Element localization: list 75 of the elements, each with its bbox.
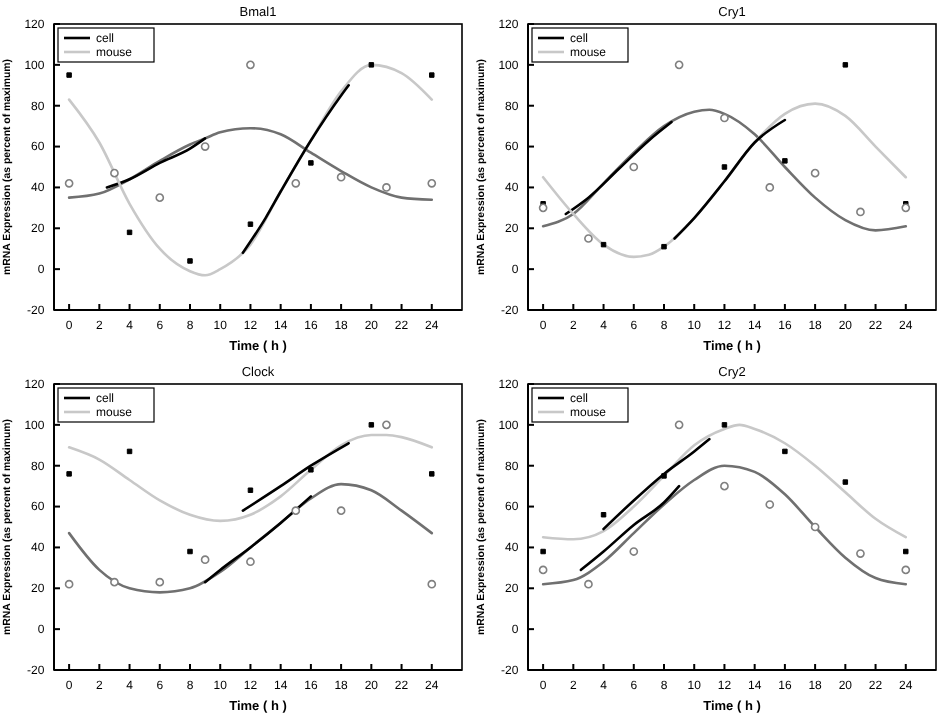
point <box>247 221 254 227</box>
point <box>308 467 314 473</box>
point <box>155 193 165 202</box>
line-series <box>541 464 908 586</box>
line-series <box>203 495 313 584</box>
line-series <box>541 423 908 541</box>
point <box>674 420 684 430</box>
point <box>336 172 346 182</box>
point <box>856 549 865 558</box>
point <box>382 183 391 192</box>
point <box>187 258 193 264</box>
point <box>629 162 639 172</box>
point <box>427 579 437 589</box>
point <box>720 481 729 491</box>
line-series <box>673 118 787 240</box>
line-series <box>241 441 350 512</box>
point <box>721 422 728 428</box>
point <box>540 548 546 555</box>
point <box>246 60 255 70</box>
point <box>368 422 375 428</box>
point <box>429 72 435 78</box>
point <box>368 62 375 68</box>
point <box>901 203 911 213</box>
point <box>64 579 74 589</box>
point <box>382 420 391 430</box>
point <box>336 506 346 516</box>
point <box>765 183 775 192</box>
point <box>842 479 849 485</box>
point <box>247 487 254 493</box>
line-series <box>541 108 908 232</box>
point <box>629 547 639 556</box>
point <box>538 565 548 575</box>
point <box>291 178 301 188</box>
point <box>721 164 728 170</box>
point <box>308 160 314 166</box>
point <box>126 229 133 236</box>
point <box>110 168 119 178</box>
point <box>903 548 909 555</box>
point <box>810 522 820 532</box>
line-series <box>67 63 434 277</box>
point <box>187 548 193 555</box>
line-series <box>564 120 673 216</box>
point <box>810 168 820 178</box>
point <box>842 62 849 68</box>
point <box>66 471 72 477</box>
point <box>600 241 607 248</box>
line-series <box>67 126 434 201</box>
point <box>720 113 729 123</box>
point <box>155 577 165 587</box>
line-series <box>241 83 350 255</box>
point <box>64 178 74 188</box>
point <box>674 60 684 70</box>
point <box>427 178 437 188</box>
point <box>765 500 775 509</box>
point <box>856 207 865 217</box>
point <box>110 577 119 587</box>
point <box>584 579 593 589</box>
line-series <box>105 137 207 189</box>
line-series <box>602 437 711 531</box>
point <box>782 158 788 164</box>
point <box>584 234 593 243</box>
line-series <box>67 482 434 594</box>
point <box>200 142 210 151</box>
point <box>66 72 72 78</box>
line-series <box>579 484 681 572</box>
line-series <box>67 433 434 523</box>
point <box>901 565 911 575</box>
point <box>600 512 607 518</box>
point <box>429 471 435 477</box>
point <box>538 203 548 213</box>
point <box>200 555 210 565</box>
point <box>291 506 301 516</box>
point <box>246 557 255 567</box>
point <box>661 243 667 250</box>
point <box>782 448 788 455</box>
